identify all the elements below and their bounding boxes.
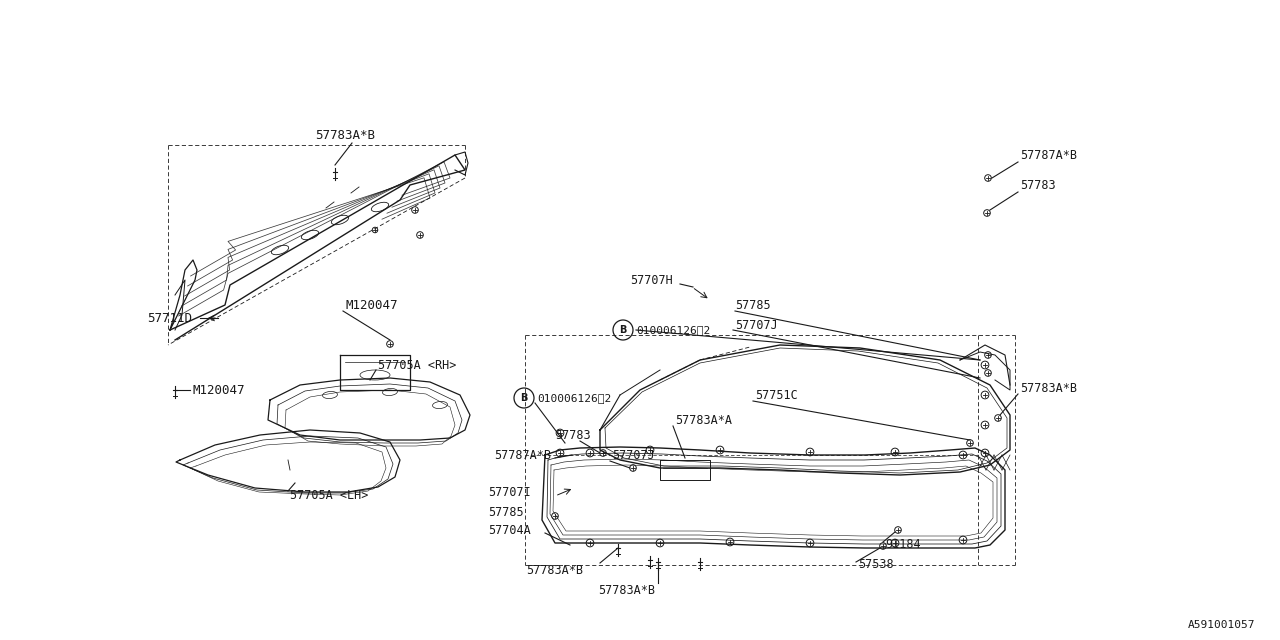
Text: B: B	[620, 325, 627, 335]
Text: 57783A*B: 57783A*B	[599, 584, 655, 596]
Text: 91184: 91184	[884, 538, 920, 552]
Text: M120047: M120047	[346, 298, 398, 312]
Text: 57787A*B: 57787A*B	[1020, 148, 1076, 161]
Text: 57707I: 57707I	[488, 486, 531, 499]
Text: 57783A*B: 57783A*B	[526, 563, 584, 577]
Text: 57785: 57785	[735, 298, 771, 312]
Text: 010006126。2: 010006126。2	[538, 393, 612, 403]
Text: 57783: 57783	[556, 429, 590, 442]
Text: B: B	[520, 393, 527, 403]
Text: 57705A <RH>: 57705A <RH>	[378, 358, 457, 371]
Text: 57783A*A: 57783A*A	[675, 413, 732, 426]
Text: 010006126。2: 010006126。2	[636, 325, 710, 335]
Text: 57538: 57538	[858, 559, 893, 572]
Text: 57785: 57785	[488, 506, 524, 518]
Text: 57704A: 57704A	[488, 524, 531, 536]
Text: A591001057: A591001057	[1188, 620, 1254, 630]
Text: 57707J: 57707J	[612, 449, 655, 461]
Text: 57705A <LH>: 57705A <LH>	[291, 488, 369, 502]
Text: 57707J: 57707J	[735, 319, 778, 332]
Text: 57711D: 57711D	[147, 312, 192, 324]
Text: 57783A*B: 57783A*B	[1020, 381, 1076, 394]
Text: 57751C: 57751C	[755, 388, 797, 401]
Text: 57783: 57783	[1020, 179, 1056, 191]
Text: M120047: M120047	[192, 383, 244, 397]
Text: 57783A*B: 57783A*B	[315, 129, 375, 141]
Text: 57787A*B: 57787A*B	[494, 449, 550, 461]
Text: 57707H: 57707H	[630, 273, 673, 287]
